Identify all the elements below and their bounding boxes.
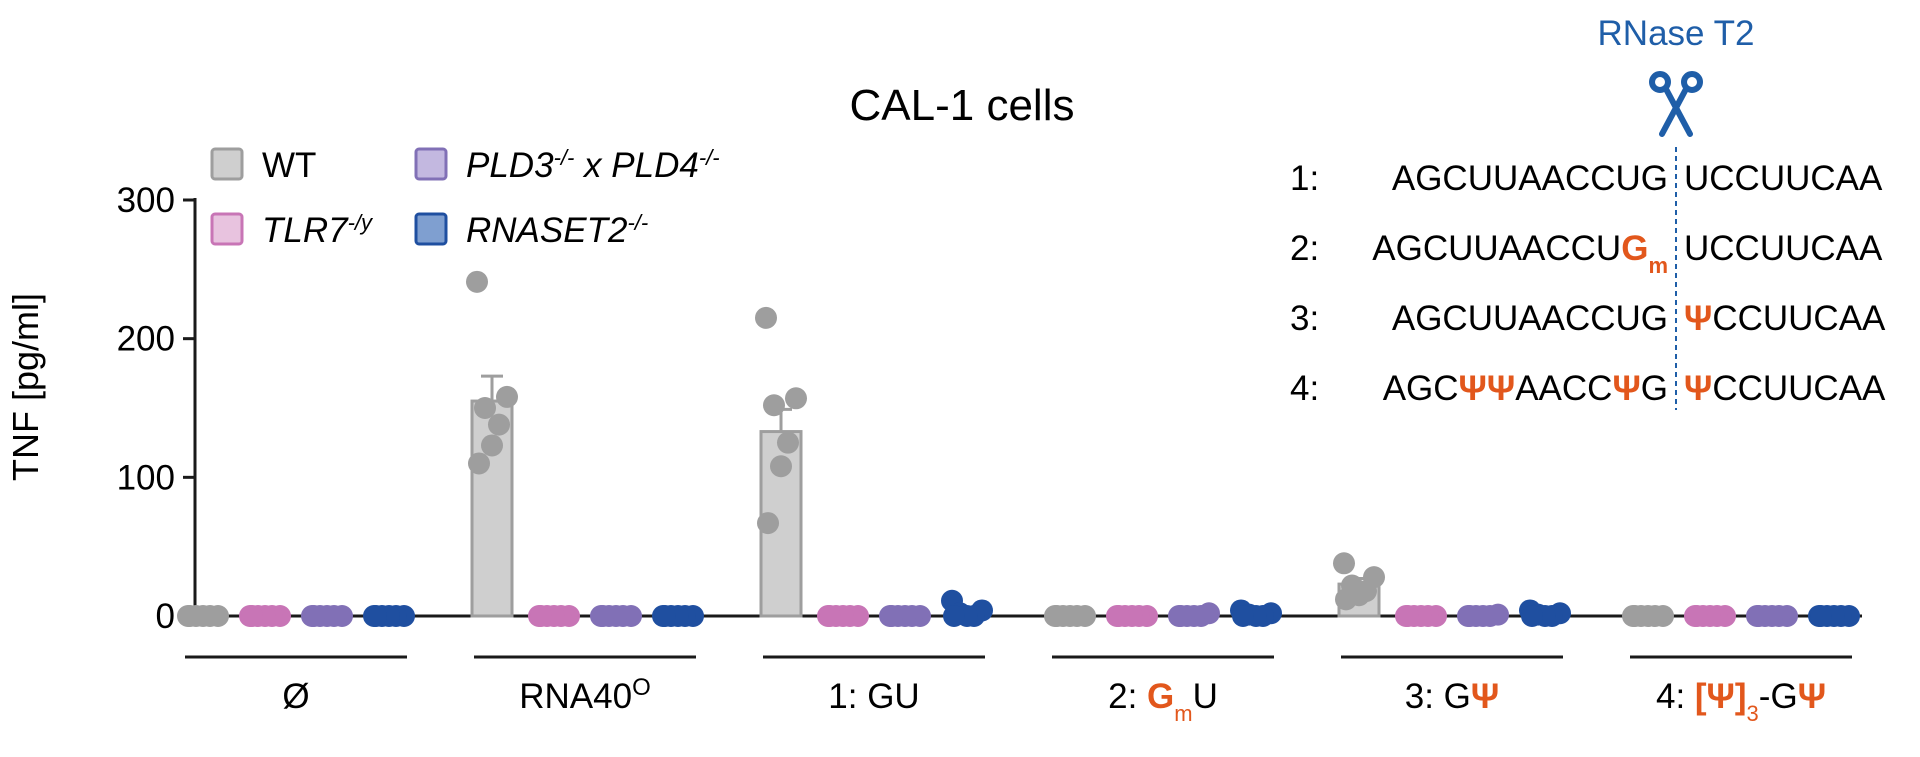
legend-label: PLD3-/- x PLD4-/- (466, 145, 720, 186)
data-point (819, 605, 841, 627)
data-point (1046, 605, 1068, 627)
data-point (496, 385, 518, 408)
data-point (1686, 605, 1708, 627)
legend-label: RNASET2-/- (466, 210, 648, 251)
chart-title: CAL-1 cells (850, 81, 1075, 130)
legend-item: RNASET2-/- (414, 210, 648, 251)
data-point (1624, 605, 1646, 627)
group-label: 1: GU (828, 677, 919, 716)
legend-swatch (210, 212, 244, 246)
bars (470, 374, 1381, 618)
data-point (1748, 605, 1770, 627)
sequence-number: 4: (1290, 369, 1319, 408)
data-point (755, 306, 777, 329)
y-tick-label: 0 (156, 597, 175, 636)
data-point (1333, 552, 1355, 575)
data-point (474, 397, 496, 419)
data-point (943, 605, 965, 627)
data-point (1521, 605, 1543, 627)
y-axis-label: TNF [pg/ml] (5, 293, 46, 481)
rnase-t2-label: RNase T2 (1598, 14, 1755, 53)
sequence-left: AGCΨΨAACCΨG (1383, 369, 1668, 408)
data-point (592, 605, 614, 627)
legend-item: WT (210, 146, 316, 185)
data-point (757, 512, 779, 535)
sequence-right: UCCUUCAA (1684, 229, 1883, 268)
sequence-left: AGCUUAACCUG (1392, 299, 1668, 338)
data-point (179, 605, 201, 627)
data-point (770, 455, 792, 478)
group-label: 3: GΨ (1405, 677, 1499, 716)
data-point (481, 434, 503, 457)
y-tick-label: 200 (117, 320, 175, 359)
scissors-icon (1649, 71, 1703, 137)
data-point (1108, 605, 1130, 627)
y-tick-label: 300 (117, 181, 175, 220)
sequence-number: 1: (1290, 159, 1319, 198)
y-tick-label: 100 (117, 458, 175, 497)
data-point (777, 431, 799, 454)
data-point (763, 394, 785, 417)
sequence-number: 3: (1290, 299, 1319, 338)
data-point (1335, 588, 1357, 611)
sequence-number: 2: (1290, 229, 1319, 268)
legend-label: TLR7-/y (262, 210, 374, 251)
data-point (241, 605, 263, 627)
group-label: RNA40O (519, 674, 651, 717)
group-label: 2: GmU (1108, 677, 1218, 726)
sequence-left: AGCUUAACCUGm (1372, 229, 1668, 278)
data-points (177, 270, 1860, 627)
data-point (654, 605, 676, 627)
legend-swatch (414, 212, 448, 246)
legend-swatch (414, 147, 448, 181)
data-point (468, 452, 490, 475)
data-point (488, 413, 510, 436)
sequence-left: AGCUUAACCUG (1392, 159, 1668, 198)
data-point (1459, 605, 1481, 627)
data-point (365, 605, 387, 627)
legend-label: WT (262, 146, 316, 185)
group-label: 4: [Ψ]3-GΨ (1656, 677, 1826, 726)
data-point (1397, 605, 1419, 627)
data-point (466, 270, 488, 293)
data-point (1232, 605, 1254, 627)
data-point (785, 387, 807, 410)
data-point (303, 605, 325, 627)
bar (470, 399, 514, 618)
sequence-right: UCCUUCAA (1684, 159, 1883, 198)
sequence-right: ΨCCUUCAA (1684, 369, 1886, 408)
legend-item: PLD3-/- x PLD4-/- (414, 145, 720, 186)
sequence-right: ΨCCUUCAA (1684, 299, 1886, 338)
group-label: Ø (282, 677, 309, 716)
data-point (1170, 605, 1192, 627)
data-point (881, 605, 903, 627)
legend-swatch (210, 147, 244, 181)
x-axis-group-labels: Ø RNA40O 1: GU 2: GmU 3: GΨ 4: [Ψ]3-GΨ (185, 655, 1852, 726)
data-point (530, 605, 552, 627)
legend-item: TLR7-/y (210, 210, 374, 251)
data-point (1810, 605, 1832, 627)
legend: WT PLD3-/- x PLD4-/- TLR7-/y RNASET2-/- (210, 145, 720, 251)
sequence-inset: RNase T2 1: AGCUUAACCUG UCCUUCAA 2: AGCUUAACC… (1290, 14, 1886, 410)
